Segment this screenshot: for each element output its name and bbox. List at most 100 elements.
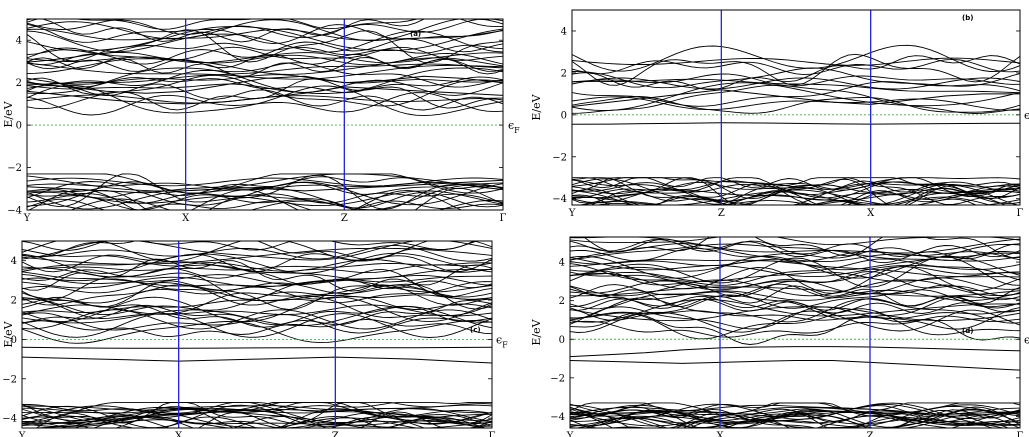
y-tick-label: −2 xyxy=(2,374,17,385)
kpoint-label: Y xyxy=(23,213,31,224)
kpoint-label: X xyxy=(867,208,875,219)
y-axis-label: E/eV xyxy=(530,318,543,345)
valence-band xyxy=(570,402,1020,417)
y-tick-label: −4 xyxy=(7,206,22,217)
valence-band xyxy=(27,173,503,210)
valence-band xyxy=(27,190,503,207)
band-lines xyxy=(22,241,492,428)
band-series-2 xyxy=(27,179,503,194)
conduction-band xyxy=(27,92,503,116)
valence-band xyxy=(570,403,1020,420)
conduction-band xyxy=(27,30,503,53)
conduction-band xyxy=(572,96,1020,111)
conduction-band xyxy=(27,63,503,86)
y-tick-label: 2 xyxy=(559,296,565,307)
kpoint-label: Z xyxy=(332,431,339,437)
conduction-band xyxy=(22,241,492,262)
y-axis-label: E/eV xyxy=(2,320,15,347)
kpoint-label: X xyxy=(182,213,190,224)
conduction-band xyxy=(570,286,1020,297)
fermi-label: ϵ xyxy=(1024,109,1029,122)
conduction-band xyxy=(27,57,503,75)
y-tick-label: 2 xyxy=(16,78,22,89)
fermi-label: ϵF xyxy=(496,333,508,349)
valence-band xyxy=(22,416,426,428)
conduction-band xyxy=(27,23,503,45)
y-tick-label: −2 xyxy=(7,163,22,174)
conduction-band xyxy=(22,296,492,323)
panel-label: (d) xyxy=(962,327,973,335)
kpoint-label: Z xyxy=(341,213,348,224)
conduction-band xyxy=(572,57,1020,66)
conduction-band xyxy=(22,249,492,274)
conduction-band xyxy=(570,313,1020,345)
conduction-band xyxy=(27,26,503,52)
band-lines xyxy=(570,237,1020,428)
y-tick-label: 4 xyxy=(561,26,567,37)
conduction-band xyxy=(570,255,1020,279)
conduction-band xyxy=(572,55,1020,91)
valence-band xyxy=(572,188,1008,205)
panel-label: (b) xyxy=(962,14,973,22)
valence-band xyxy=(572,181,1020,202)
valence-band xyxy=(27,181,503,195)
kpoint-label: Γ xyxy=(489,431,496,437)
axes-frame xyxy=(569,236,1021,429)
band-panel-a: −4 −2 0 2 4 Y X Z Γ E/eV ϵF (a) xyxy=(2,18,520,224)
conduction-band xyxy=(572,82,1020,111)
y-tick-label: 2 xyxy=(561,68,567,79)
band-series-1 xyxy=(570,360,1020,371)
valence-band xyxy=(570,411,1020,428)
conduction-band xyxy=(22,320,492,344)
conduction-band xyxy=(570,306,1020,322)
panel-label: (c) xyxy=(470,326,481,334)
kpoint-label: X xyxy=(175,431,183,437)
band-series-0 xyxy=(22,346,492,349)
valence-band xyxy=(27,173,503,194)
conduction-band xyxy=(570,308,1020,340)
conduction-band xyxy=(22,282,492,298)
valence-band xyxy=(570,402,1020,421)
y-tick-label: −4 xyxy=(2,414,17,425)
valence-band xyxy=(572,179,1020,191)
valence-band xyxy=(572,177,1020,197)
conduction-band xyxy=(22,245,492,262)
band-series-1 xyxy=(22,356,492,364)
conduction-band xyxy=(570,258,1020,286)
conduction-band xyxy=(570,239,1020,258)
valence-band xyxy=(27,177,503,187)
conduction-band xyxy=(27,42,503,56)
conduction-band xyxy=(27,79,503,96)
conduction-band xyxy=(572,78,1020,94)
conduction-band xyxy=(22,318,492,338)
conduction-band xyxy=(27,19,503,30)
y-tick-label: 4 xyxy=(11,256,17,267)
conduction-band xyxy=(570,266,1020,291)
y-tick-label: 0 xyxy=(16,121,22,132)
y-tick-label: 0 xyxy=(11,335,17,346)
conduction-band xyxy=(27,19,503,39)
conduction-band xyxy=(22,267,492,290)
conduction-band xyxy=(572,77,1020,90)
y-tick-label: 2 xyxy=(11,296,17,307)
axes-frame xyxy=(571,9,1021,206)
conduction-band xyxy=(27,52,503,66)
valence-band xyxy=(22,401,492,424)
y-tick-label: 0 xyxy=(559,335,565,346)
conduction-band xyxy=(572,53,1020,86)
conduction-band xyxy=(570,266,1020,294)
conduction-band xyxy=(570,237,1020,246)
y-tick-label: 0 xyxy=(561,110,567,121)
conduction-band xyxy=(570,283,1020,301)
valence-band xyxy=(22,401,492,414)
conduction-band xyxy=(570,306,1020,330)
kpoint-label: Z xyxy=(867,431,874,437)
band-lines xyxy=(572,44,1020,205)
y-tick-label: −2 xyxy=(550,373,565,384)
conduction-band xyxy=(570,289,1020,310)
conduction-band xyxy=(570,297,1020,324)
band-series-0 xyxy=(572,122,1020,125)
conduction-band xyxy=(27,19,503,42)
valence-band xyxy=(570,402,1020,424)
